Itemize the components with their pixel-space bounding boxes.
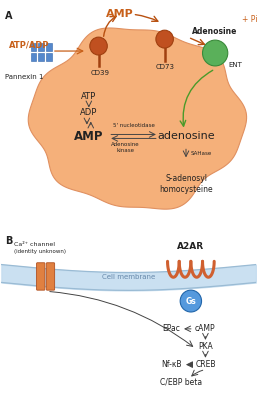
Text: C/EBP beta: C/EBP beta [160,378,202,387]
Bar [38,53,44,61]
Text: (identity unknown): (identity unknown) [14,249,66,254]
Text: PKA: PKA [198,342,213,351]
Circle shape [180,290,201,312]
Text: Pannexin 1: Pannexin 1 [5,74,44,80]
Text: Adenosine
kinase: Adenosine kinase [111,142,140,153]
Bar [38,43,44,51]
FancyBboxPatch shape [37,263,45,290]
Bar [46,43,52,51]
Text: adenosine: adenosine [157,132,215,142]
Polygon shape [28,28,247,209]
Text: 5' nucleotidase: 5' nucleotidase [113,123,155,128]
Text: CD73: CD73 [155,64,174,70]
Text: Ca²⁺ channel: Ca²⁺ channel [14,242,55,247]
Text: CREB: CREB [195,360,216,369]
Bar [46,53,52,61]
Text: ATP: ATP [81,92,96,101]
Bar [31,43,36,51]
Text: EPac: EPac [162,324,180,333]
Text: ENT: ENT [229,62,243,68]
Text: Gs: Gs [185,297,196,306]
FancyBboxPatch shape [46,263,55,290]
Circle shape [156,30,173,48]
Text: S-adenosyl
homocysteine: S-adenosyl homocysteine [159,174,213,194]
Text: AMP: AMP [106,9,134,19]
Text: Nf-κB: Nf-κB [161,360,182,369]
Bar [31,53,36,61]
Circle shape [203,40,228,66]
Text: ATP/ADP: ATP/ADP [9,41,50,50]
Text: cAMP: cAMP [195,324,216,333]
Text: A2AR: A2AR [177,242,204,251]
Text: + Pi: + Pi [242,15,258,24]
Text: A: A [5,11,13,21]
Circle shape [90,37,107,55]
Text: CD39: CD39 [91,70,110,76]
Text: SAHase: SAHase [191,151,212,156]
Text: Adenosine: Adenosine [193,27,238,36]
Text: Cell membrane: Cell membrane [102,274,155,280]
Text: ADP: ADP [80,108,97,117]
Text: B: B [5,236,13,246]
Text: AMP: AMP [74,130,103,143]
